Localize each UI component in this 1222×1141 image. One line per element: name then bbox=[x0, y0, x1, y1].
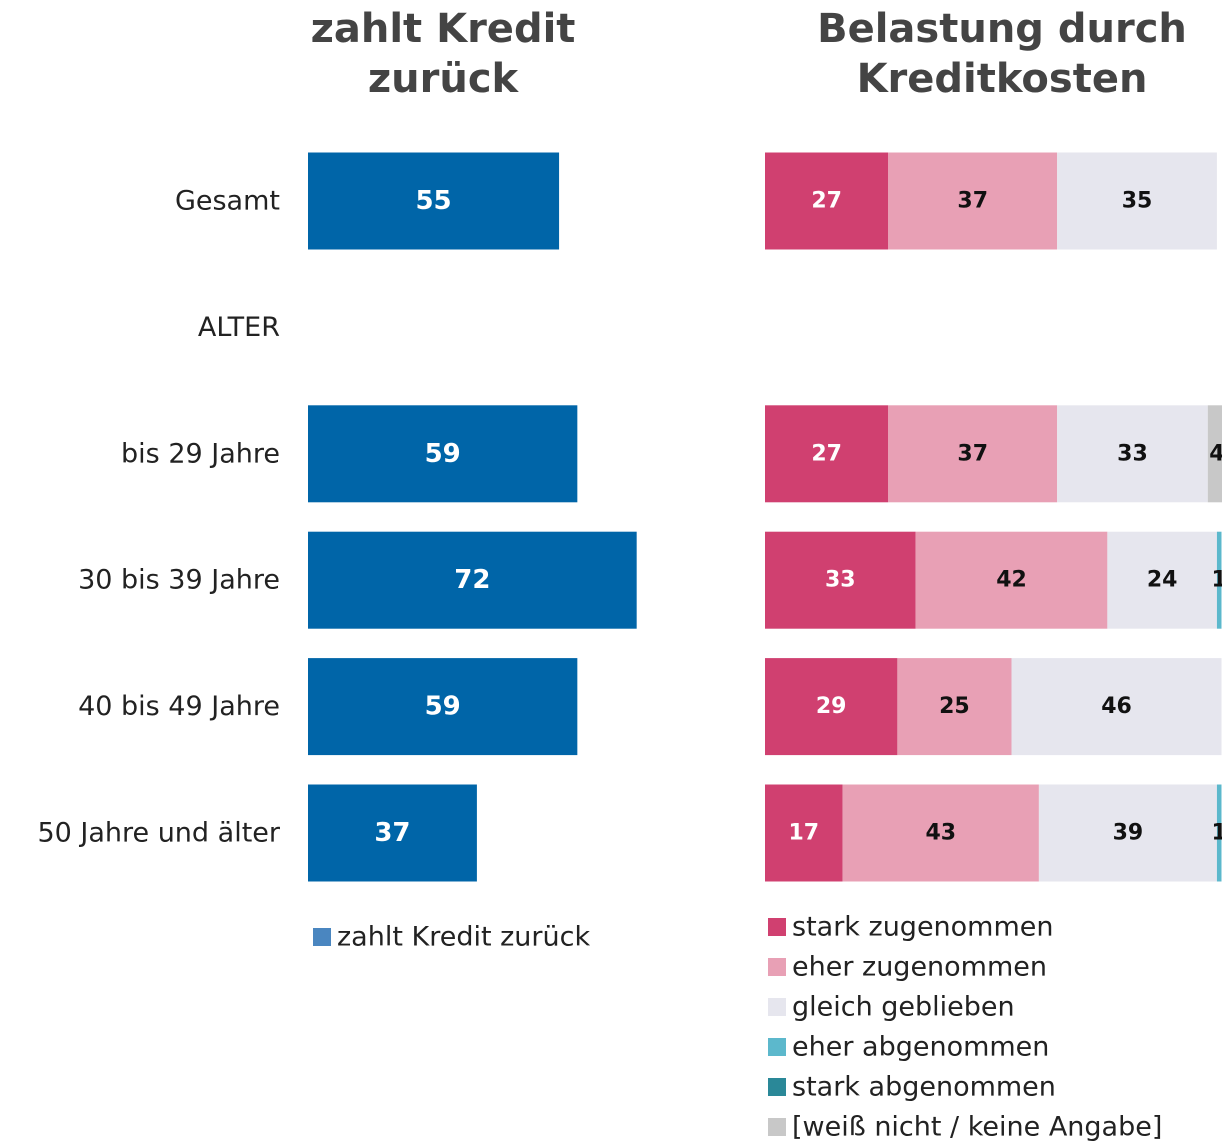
value-label: 25 bbox=[939, 694, 970, 719]
legend-label: eher abgenommen bbox=[792, 1032, 1049, 1063]
value-label: 4 bbox=[1209, 441, 1222, 466]
value-label: 33 bbox=[1117, 441, 1148, 466]
bar-segment bbox=[897, 658, 1012, 756]
bar-segment bbox=[1057, 405, 1208, 503]
category-label: 50 Jahre und älter bbox=[37, 818, 280, 849]
bar bbox=[308, 531, 637, 629]
legend-swatch bbox=[768, 1118, 786, 1136]
value-label: 27 bbox=[811, 441, 842, 466]
value-label: 29 bbox=[816, 694, 847, 719]
legend-swatch bbox=[768, 1038, 786, 1056]
bar bbox=[308, 658, 578, 756]
bar-segment bbox=[888, 405, 1058, 503]
legend-swatch bbox=[768, 1078, 786, 1096]
legend-label: eher zugenommen bbox=[792, 952, 1047, 983]
bar-segment bbox=[765, 658, 898, 756]
bar-segment bbox=[765, 531, 916, 629]
value-label: 39 bbox=[1113, 821, 1144, 846]
legend-label: [weiß nicht / keine Angabe] bbox=[792, 1112, 1162, 1141]
category-label: ALTER bbox=[198, 312, 280, 343]
bar-segment bbox=[888, 152, 1058, 250]
bar-segment bbox=[765, 405, 889, 503]
value-label: 46 bbox=[1101, 694, 1132, 719]
value-label: 55 bbox=[415, 186, 451, 216]
bar-segment bbox=[1011, 658, 1222, 756]
bar-segment bbox=[1216, 531, 1222, 629]
legend-swatch bbox=[313, 928, 331, 946]
category-label: Gesamt bbox=[175, 186, 280, 217]
bar-segment bbox=[842, 784, 1039, 882]
bar-segment bbox=[1207, 405, 1222, 503]
value-label: 17 bbox=[788, 821, 819, 846]
category-label: 40 bis 49 Jahre bbox=[78, 691, 280, 722]
legend-swatch bbox=[768, 998, 786, 1016]
legend-label: zahlt Kredit zurück bbox=[337, 922, 590, 953]
value-label: 1 bbox=[1212, 568, 1222, 593]
value-label: 72 bbox=[454, 565, 490, 595]
bar bbox=[308, 405, 578, 503]
value-label: 1 bbox=[1212, 821, 1222, 846]
category-label: bis 29 Jahre bbox=[121, 438, 280, 469]
value-label: 37 bbox=[957, 189, 988, 214]
value-label: 24 bbox=[1147, 568, 1178, 593]
value-label: 43 bbox=[925, 821, 956, 846]
bar-segment bbox=[1038, 784, 1217, 882]
value-label: 35 bbox=[1122, 189, 1153, 214]
chart-title: zahlt Kredit zurück bbox=[310, 6, 576, 102]
chart-title: Belastung durch Kreditkosten bbox=[817, 6, 1187, 102]
value-label: 59 bbox=[425, 439, 461, 469]
legend-swatch bbox=[768, 918, 786, 936]
value-label: 59 bbox=[425, 692, 461, 722]
value-label: 42 bbox=[996, 568, 1027, 593]
category-label: 30 bis 39 Jahre bbox=[78, 565, 280, 596]
bar-segment bbox=[1057, 152, 1217, 250]
bar-segment bbox=[765, 784, 843, 882]
legend-swatch bbox=[768, 958, 786, 976]
bar bbox=[308, 784, 477, 882]
value-label: 37 bbox=[374, 818, 410, 848]
legend-label: stark zugenommen bbox=[792, 912, 1054, 943]
bar-segment bbox=[765, 152, 889, 250]
legend-label: stark abgenommen bbox=[792, 1072, 1056, 1103]
legend-label: gleich geblieben bbox=[792, 992, 1015, 1023]
value-label: 37 bbox=[957, 441, 988, 466]
value-label: 33 bbox=[825, 568, 856, 593]
bar-segment bbox=[1216, 784, 1222, 882]
bar-segment bbox=[915, 531, 1108, 629]
bar-segment bbox=[1107, 531, 1217, 629]
value-label: 27 bbox=[811, 189, 842, 214]
bar bbox=[308, 152, 560, 250]
